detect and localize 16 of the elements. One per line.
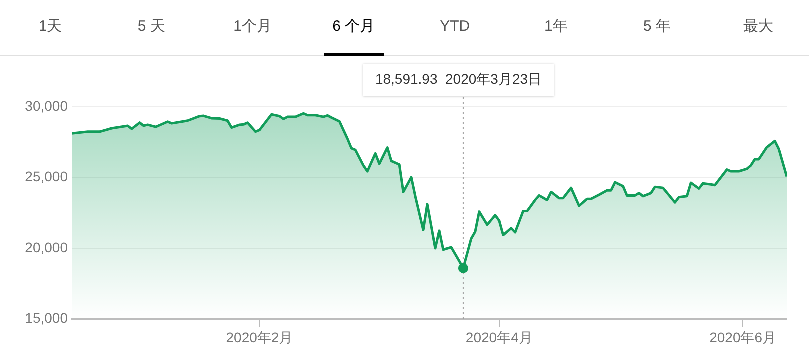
text: 5 年	[642, 17, 672, 37]
ref-line-label: 18,591.93 2020年3月23日	[375, 70, 542, 87]
y-tick-label: 25,000	[25, 168, 68, 185]
text: 1个月	[232, 17, 273, 37]
x-tick-label: 2020年4月	[466, 329, 533, 346]
text: YTD	[439, 17, 472, 37]
text: 最大	[742, 17, 774, 37]
y-tick-label: 20,000	[25, 239, 68, 256]
x-tick-label: 2020年2月	[226, 329, 294, 346]
text: 1年	[544, 17, 569, 37]
y-tick-label: 30,000	[25, 98, 68, 114]
text: 5 天	[136, 17, 166, 37]
text: 1天	[38, 17, 64, 37]
y-tick-label: 15,000	[25, 310, 68, 326]
text: 6 个月	[303, 0, 404, 55]
x-tick-label: 2020年6月	[710, 329, 777, 346]
